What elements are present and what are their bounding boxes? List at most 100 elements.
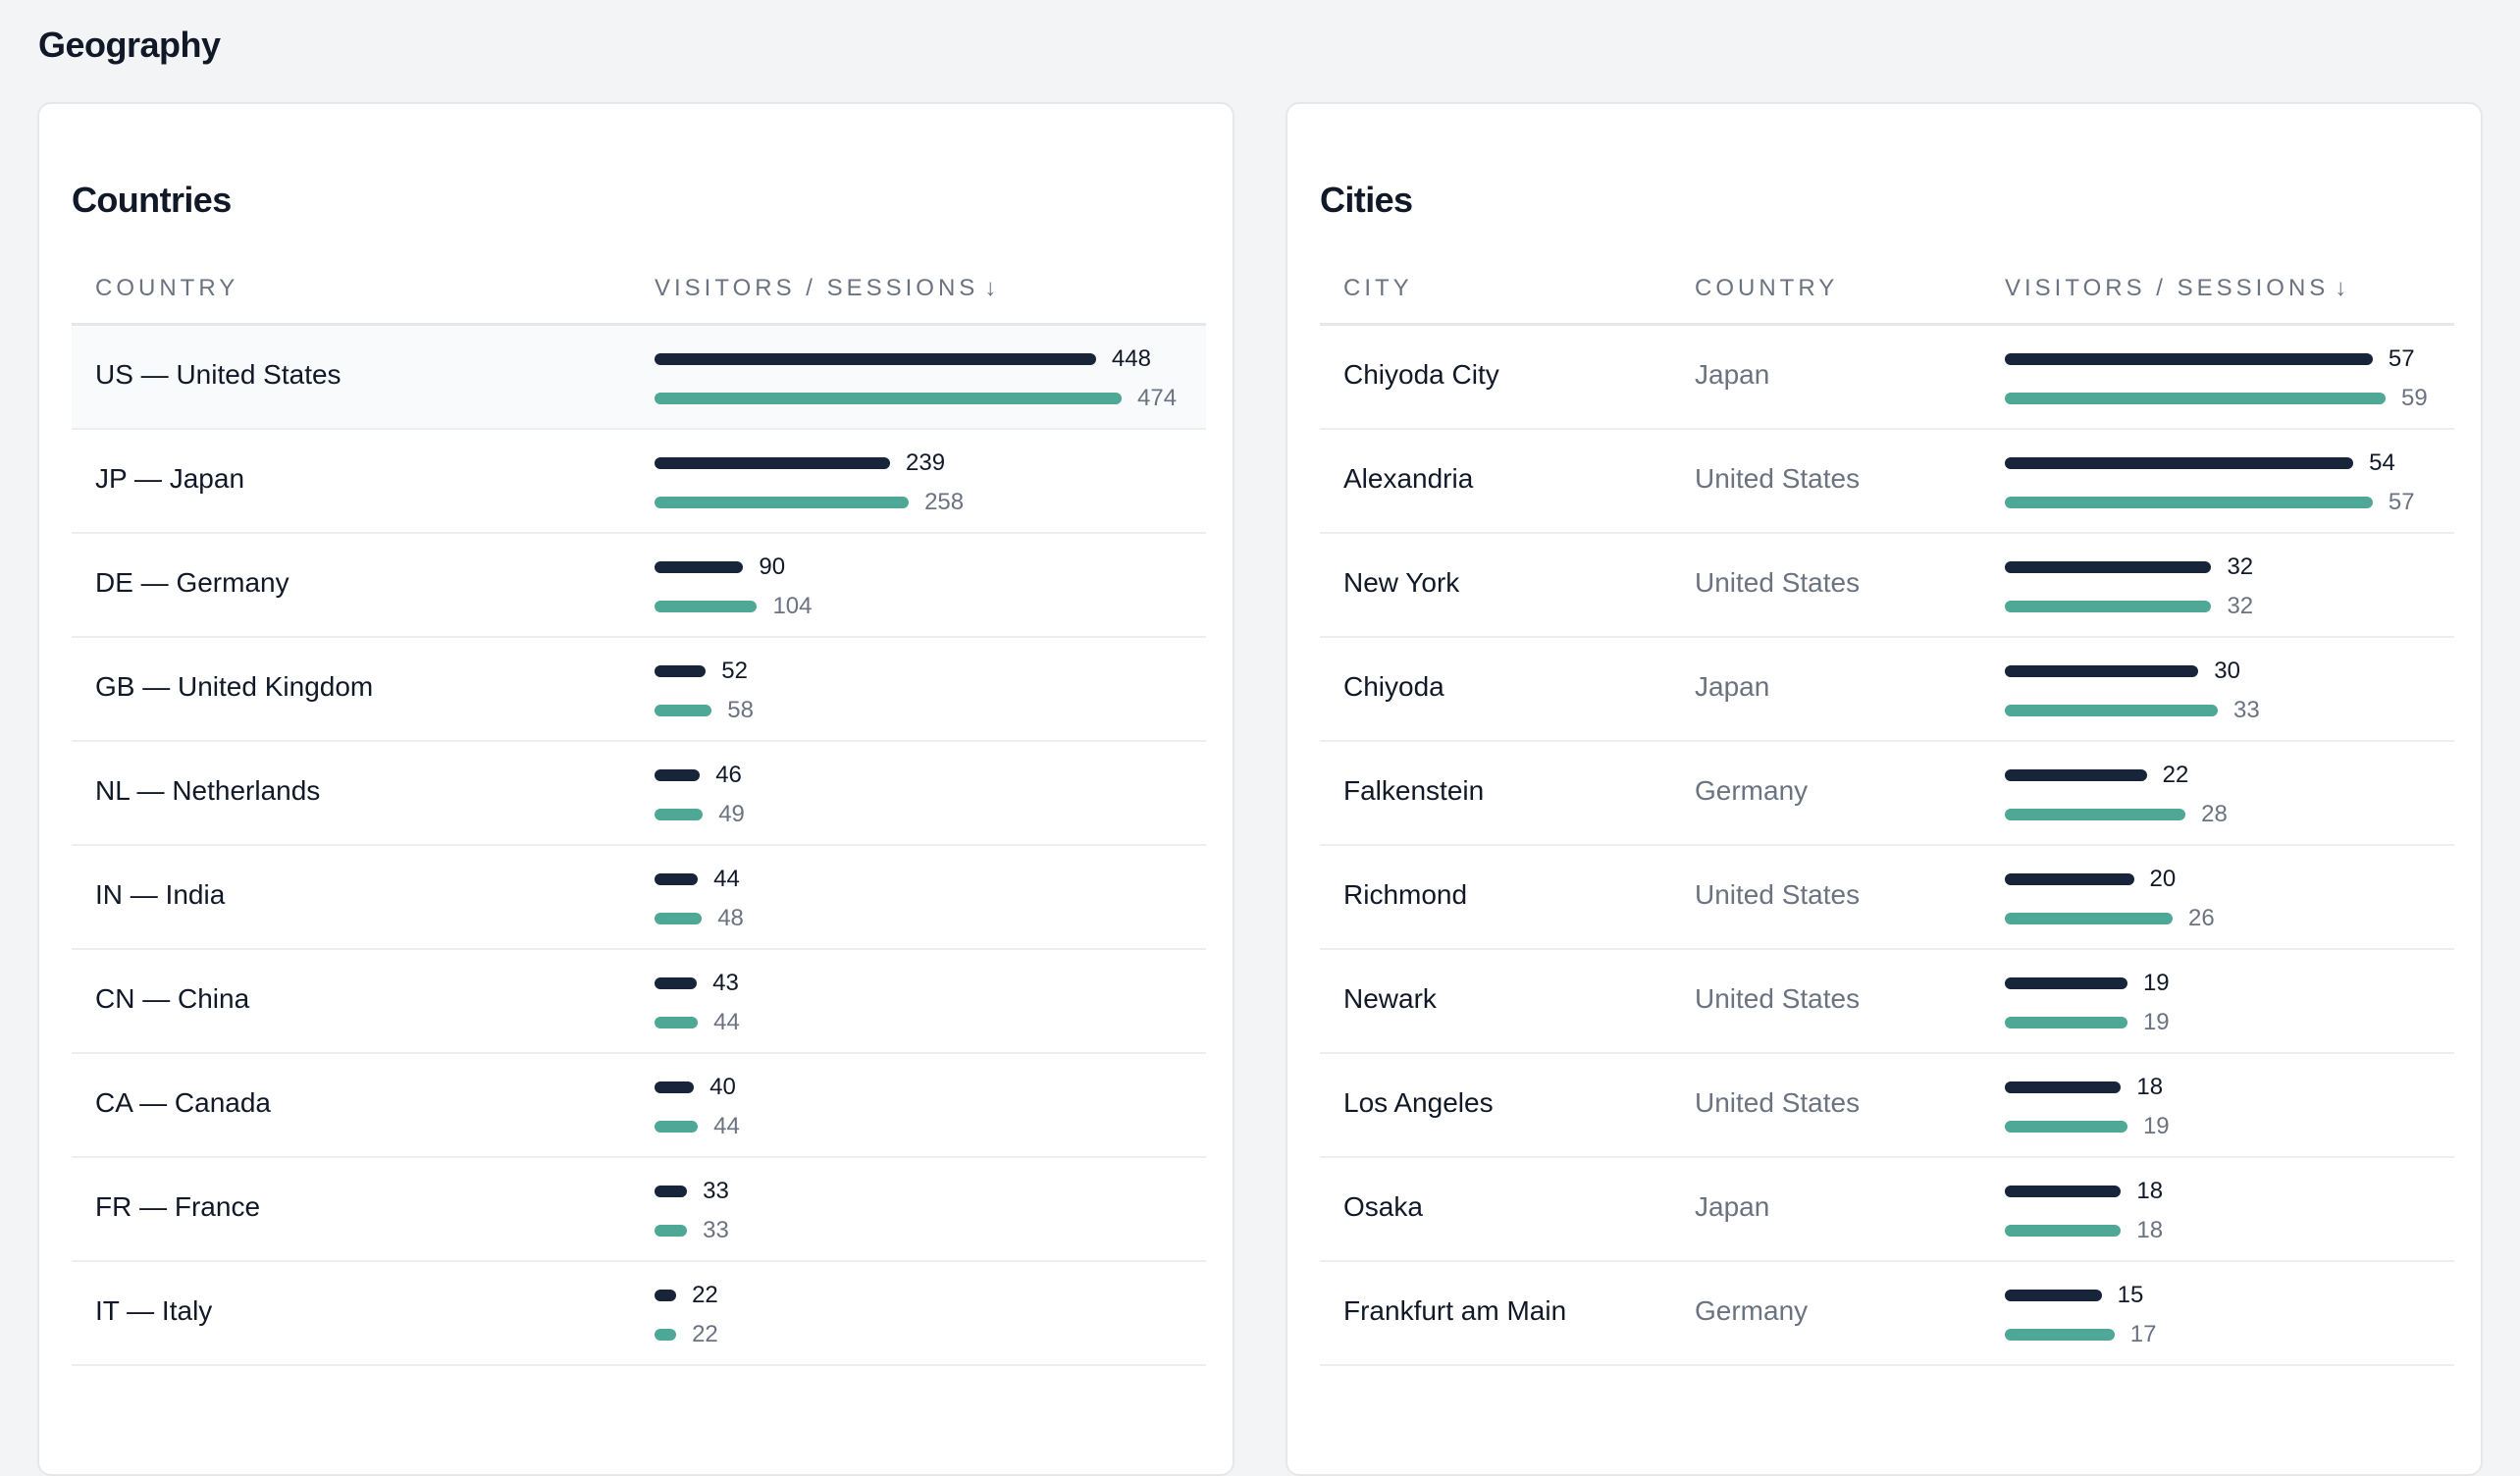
visitors-sessions-column-header[interactable]: VISITORS / SESSIONS ↓ [2005,275,2346,302]
sessions-bar [655,1017,699,1028]
country-row[interactable]: GB — United Kingdom 52 58 [72,638,1206,742]
country-name: Germany [1695,1295,1809,1326]
sessions-value: 44 [713,1009,740,1035]
sessions-bar [2005,497,2373,508]
visitors-bar [655,1290,677,1301]
visitors-bar [2005,665,2199,677]
countries-table-body: US — United States 448 474 JP — Japan 239 258… [72,326,1206,1366]
country-row[interactable]: CA — Canada 40 44 [72,1054,1206,1158]
sessions-bar [2005,1225,2122,1237]
visitors-bar [655,561,744,573]
visitors-bar [2005,1290,2102,1301]
visitors-value: 448 [1111,345,1151,372]
visitors-value: 44 [713,866,740,892]
visitors-bar [655,353,1096,365]
visitors-bar [655,1186,688,1197]
sessions-value: 49 [718,801,745,827]
sessions-value: 17 [2129,1321,2157,1347]
sessions-bar [2005,601,2212,612]
country-row[interactable]: FR — France 33 33 [72,1158,1206,1262]
visitors-value: 57 [2388,345,2415,372]
sessions-value: 474 [1137,385,1178,411]
sessions-bar [2005,913,2173,924]
city-name: Los Angeles [1343,1087,1494,1118]
sessions-bar [2005,1017,2127,1028]
country-name: CA — Canada [95,1087,271,1118]
country-name: JP — Japan [95,463,245,494]
city-row[interactable]: Richmond United States 20 26 [1320,846,2454,950]
visitors-value: 18 [2136,1178,2164,1204]
country-row[interactable]: CN — China 43 44 [72,950,1206,1054]
country-row[interactable]: IN — India 44 48 [72,846,1206,950]
country-name: IN — India [95,879,226,910]
visitors-value: 239 [906,449,946,476]
city-row[interactable]: New York United States 32 32 [1320,534,2454,638]
cities-card: Cities CITY COUNTRY VISITORS / SESSIONS ↓… [1286,102,2483,1476]
visitors-value: 22 [692,1282,718,1308]
country-row[interactable]: DE — Germany 90 104 [72,534,1206,638]
country-row[interactable]: JP — Japan 239 258 [72,430,1206,534]
cities-table-body: Chiyoda City Japan 57 59 Alexandria United St… [1320,326,2454,1366]
country-row[interactable]: IT — Italy 22 22 [72,1262,1206,1366]
country-name: CN — China [95,983,250,1014]
countries-title: Countries [72,180,232,220]
sessions-value: 22 [692,1321,718,1347]
cities-table-header: CITY COUNTRY VISITORS / SESSIONS ↓ [1320,247,2454,326]
sessions-bar [655,601,758,612]
visitors-bar [2005,353,2373,365]
country-name: Japan [1695,671,1770,702]
country-row[interactable]: NL — Netherlands 46 49 [72,742,1206,846]
city-row[interactable]: Los Angeles United States 18 19 [1320,1054,2454,1158]
sessions-bar [2005,705,2219,716]
visitors-value: 22 [2162,762,2189,788]
city-name: Frankfurt am Main [1343,1295,1567,1326]
city-row[interactable]: Chiyoda City Japan 57 59 [1320,326,2454,430]
country-name: United States [1695,879,1861,910]
sessions-value: 33 [2233,697,2260,723]
country-name: United States [1695,983,1861,1014]
sessions-value: 33 [703,1217,729,1243]
sessions-bar [655,809,704,820]
city-name: Alexandria [1343,463,1474,494]
visitors-bar [655,873,699,885]
visitors-value: 20 [2149,866,2177,892]
sessions-value: 258 [924,489,965,515]
visitors-value: 40 [709,1074,736,1100]
visitors-bar [2005,561,2212,573]
country-name: Germany [1695,775,1809,806]
sessions-bar [655,1329,677,1341]
visitors-value: 54 [2369,449,2395,476]
city-row[interactable]: Chiyoda Japan 30 33 [1320,638,2454,742]
country-name: GB — United Kingdom [95,671,374,702]
sort-descending-icon: ↓ [2335,275,2347,301]
city-row[interactable]: Osaka Japan 18 18 [1320,1158,2454,1262]
city-row[interactable]: Frankfurt am Main Germany 15 17 [1320,1262,2454,1366]
city-country-column-header[interactable]: COUNTRY [1695,275,1839,301]
sessions-bar [2005,1329,2115,1341]
sessions-value: 57 [2388,489,2415,515]
visitors-bar [2005,977,2127,989]
cities-title: Cities [1320,180,1413,220]
page-title: Geography [38,25,221,65]
city-row[interactable]: Newark United States 19 19 [1320,950,2454,1054]
city-name: New York [1343,567,1460,598]
city-row[interactable]: Alexandria United States 54 57 [1320,430,2454,534]
city-column-header[interactable]: CITY [1343,275,1413,301]
sessions-value: 58 [727,697,754,723]
country-name: United States [1695,567,1861,598]
sessions-value: 48 [717,905,744,931]
sessions-bar [2005,1121,2127,1133]
country-row[interactable]: US — United States 448 474 [72,326,1206,430]
sessions-value: 28 [2201,801,2228,827]
country-name: United States [1695,463,1861,494]
city-name: Chiyoda City [1343,359,1499,390]
city-row[interactable]: Falkenstein Germany 22 28 [1320,742,2454,846]
sessions-bar [655,913,703,924]
country-name: DE — Germany [95,567,289,598]
sessions-value: 19 [2142,1009,2170,1035]
country-column-header[interactable]: COUNTRY [95,275,239,301]
sessions-value: 59 [2401,385,2428,411]
visitors-sessions-column-header[interactable]: VISITORS / SESSIONS ↓ [655,275,996,302]
visitors-sessions-header-label: VISITORS / SESSIONS [655,275,979,301]
sessions-value: 44 [713,1113,740,1139]
